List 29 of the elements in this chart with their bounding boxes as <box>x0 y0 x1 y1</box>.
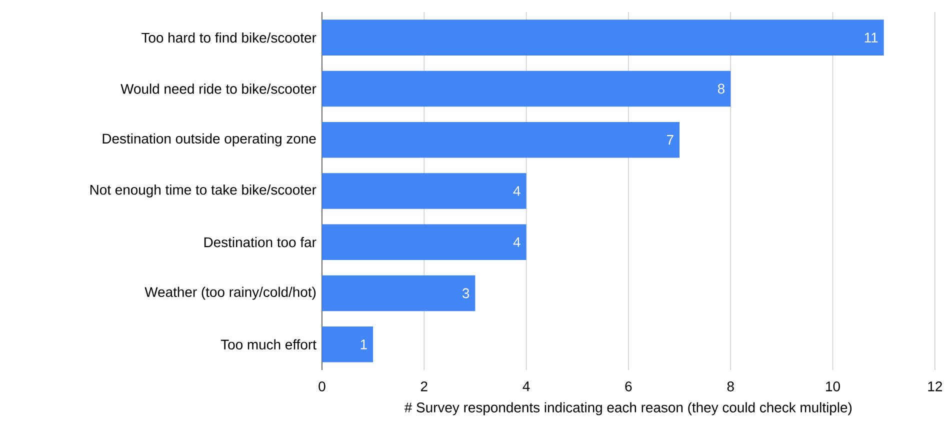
x-tick-label: 6 <box>625 381 632 392</box>
x-axis-title: # Survey respondents indicating each reason (they could check multiple) <box>404 402 852 416</box>
x-tick-label: 2 <box>420 381 428 392</box>
bar <box>322 122 680 158</box>
y-tick-label: Weather (too rainy/cold/hot) <box>144 286 316 300</box>
bar <box>322 20 884 56</box>
bar <box>322 224 526 260</box>
bar <box>322 70 731 107</box>
y-tick-label: Not enough time to take bike/scooter <box>90 184 316 198</box>
x-tick-label: 0 <box>318 381 326 392</box>
data-label: 1 <box>360 340 367 350</box>
data-label: 8 <box>718 84 724 94</box>
bar <box>322 275 476 312</box>
data-label: 3 <box>462 288 470 298</box>
data-label: 4 <box>513 237 520 247</box>
x-tick-label: 12 <box>928 381 942 392</box>
y-tick-label: Too hard to find bike/scooter <box>142 32 316 43</box>
bar <box>322 173 526 209</box>
bar <box>322 326 374 362</box>
x-tick-label: 8 <box>727 381 734 392</box>
y-tick-label: Destination too far <box>204 237 316 248</box>
x-tick-label: 10 <box>826 381 840 392</box>
data-label: 7 <box>666 135 674 145</box>
data-label: 11 <box>864 32 878 42</box>
y-tick-label: Too much effort <box>220 339 316 350</box>
x-tick-label: 4 <box>522 382 530 392</box>
y-tick-label: Would need ride to bike/scooter <box>120 84 316 94</box>
y-tick-label: Destination outside operating zone <box>102 133 316 146</box>
data-label: 4 <box>513 186 520 196</box>
